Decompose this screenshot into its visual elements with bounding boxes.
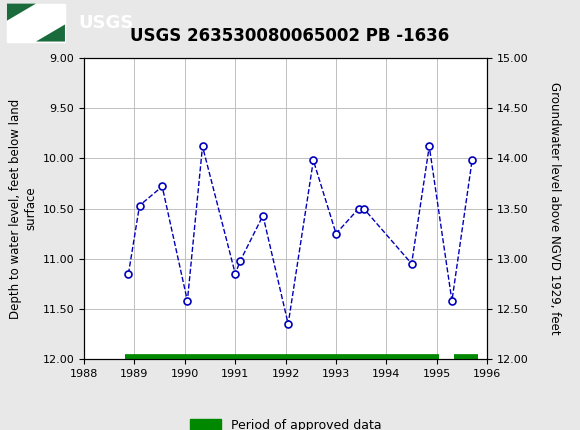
Polygon shape <box>36 25 65 42</box>
Y-axis label: Groundwater level above NGVD 1929, feet: Groundwater level above NGVD 1929, feet <box>548 82 561 335</box>
Bar <box>7 3 65 42</box>
Legend: Period of approved data: Period of approved data <box>184 414 387 430</box>
Text: USGS 263530080065002 PB -1636: USGS 263530080065002 PB -1636 <box>130 27 450 45</box>
Text: USGS: USGS <box>78 14 133 31</box>
Polygon shape <box>7 3 36 21</box>
Y-axis label: Depth to water level, feet below land
surface: Depth to water level, feet below land su… <box>9 98 37 319</box>
